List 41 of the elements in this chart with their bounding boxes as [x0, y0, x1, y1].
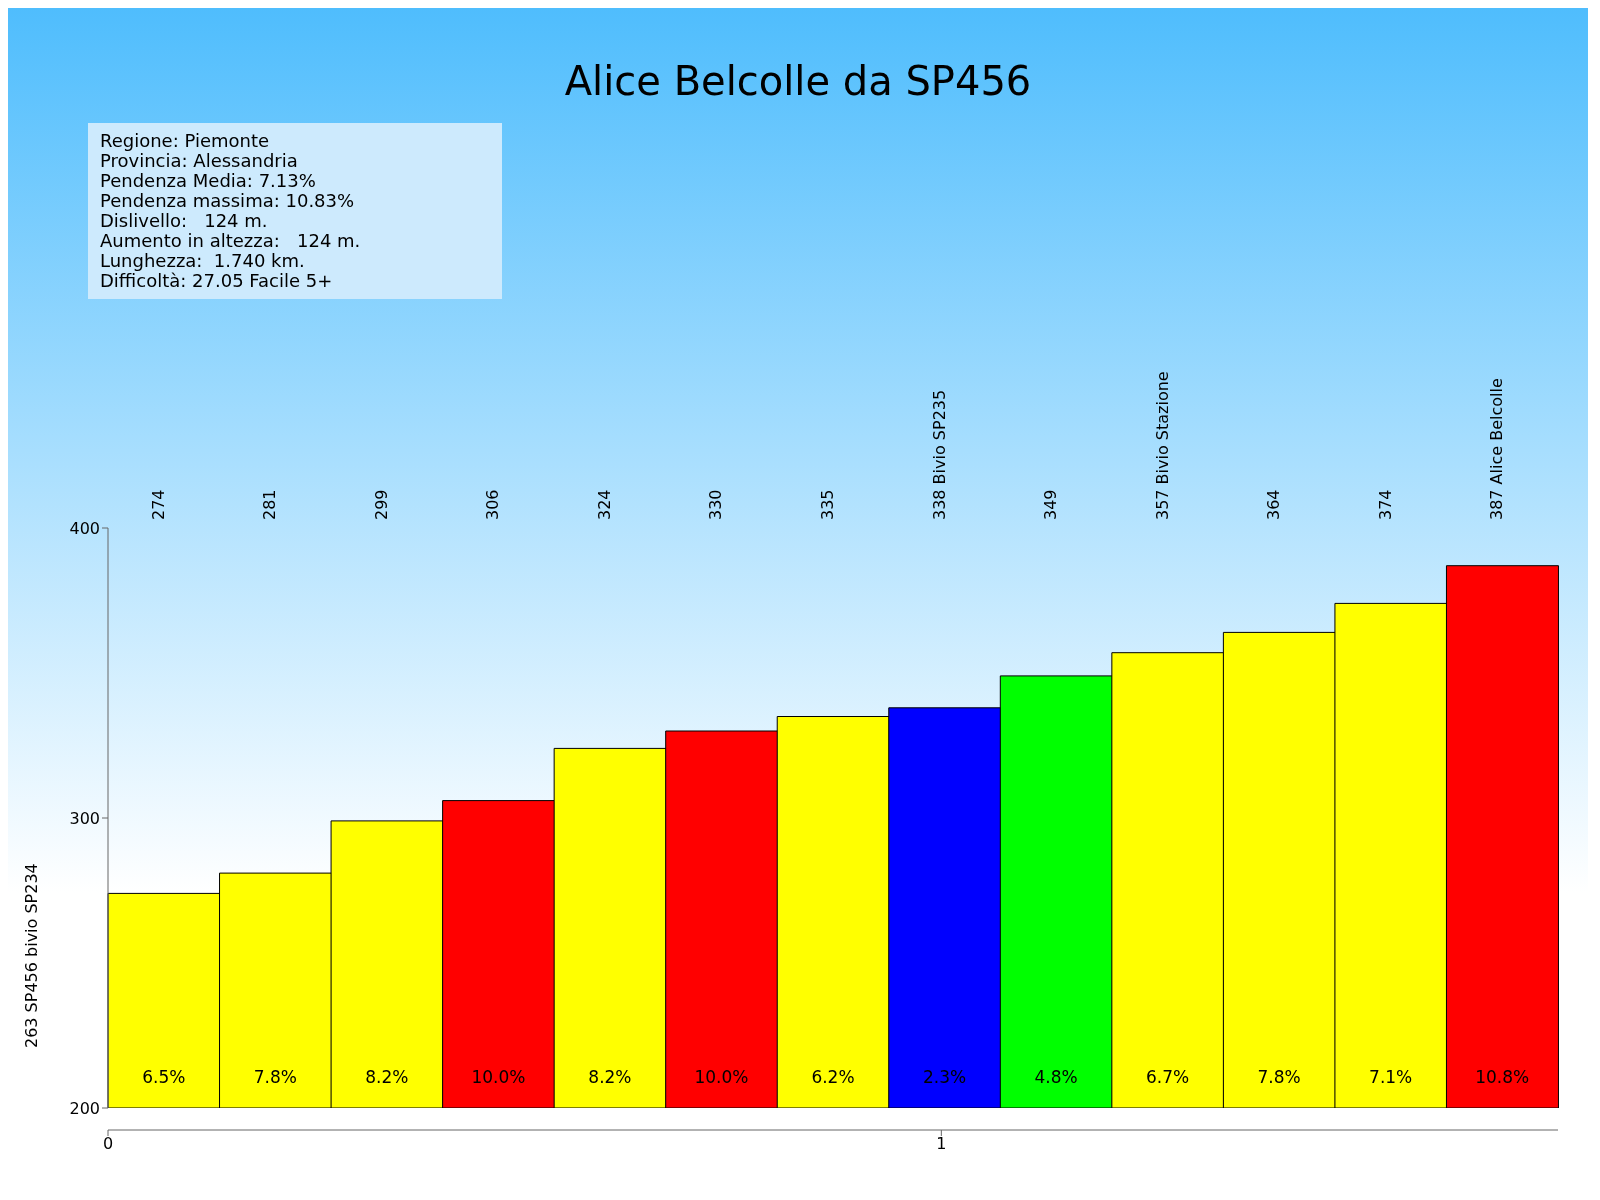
x-tick-label: 330 [706, 489, 726, 520]
text: Pendenza Media: 7.13% [100, 170, 317, 191]
y-tick-label: 300 [69, 808, 100, 828]
annotation: 6.7% [1146, 1067, 1190, 1087]
x-tick-label: 374 [1375, 489, 1395, 520]
annotation: 4.8% [1034, 1067, 1078, 1087]
annotation: 8.2% [588, 1067, 632, 1087]
text: 263 SP456 bivio SP234 [22, 863, 41, 1048]
x-tick-label: 338 Bivio SP235 [929, 389, 949, 520]
x-tick-label: 349 [1041, 489, 1061, 520]
text: Pendenza massima: 10.83% [100, 190, 356, 211]
y-tick-label: 400 [69, 518, 100, 538]
text: Aumento in altezza: 124 m. [100, 230, 362, 251]
x-tick-label: 306 [483, 489, 503, 520]
annotation: 10.0% [471, 1067, 526, 1087]
annotation: 6.5% [142, 1067, 186, 1087]
annotation: 10.0% [694, 1067, 749, 1087]
x-tick-label: 274 [148, 489, 168, 520]
x-tick-label: 364 [1264, 489, 1284, 520]
annotation: 6.2% [811, 1067, 855, 1087]
text: Regione: Piemonte [100, 130, 271, 151]
x-tick-label: 281 [260, 489, 280, 520]
text: Lunghezza: 1.740 km. [100, 250, 306, 271]
x-tick-label: 324 [594, 489, 614, 520]
annotation: 7.1% [1369, 1067, 1413, 1087]
x-tick-label: 299 [371, 489, 391, 520]
y-tick-label: 200 [69, 1098, 100, 1118]
x-tick-label: 387 Alice Belcolle [1487, 378, 1507, 520]
annotation: 8.2% [365, 1067, 409, 1087]
x2-tick-label: 1 [936, 1134, 947, 1154]
x2-tick-label: 0 [102, 1134, 114, 1154]
text: Difficoltà: 27.05 Facile 5+ [100, 270, 334, 291]
annotation: 7.8% [1257, 1067, 1301, 1087]
text: Provincia: Alessandria [100, 150, 299, 171]
annotation: 2.3% [922, 1067, 967, 1087]
chart-title: Alice Belcolle da SP456 [563, 58, 1033, 104]
annotation: 7.8% [253, 1067, 297, 1087]
x-tick-label: 335 [818, 489, 837, 520]
text: Dislivello: 124 m. [100, 210, 269, 231]
annotation: 10.8% [1475, 1067, 1530, 1087]
x-tick-label: 357 Bivio Stazione [1152, 371, 1172, 520]
